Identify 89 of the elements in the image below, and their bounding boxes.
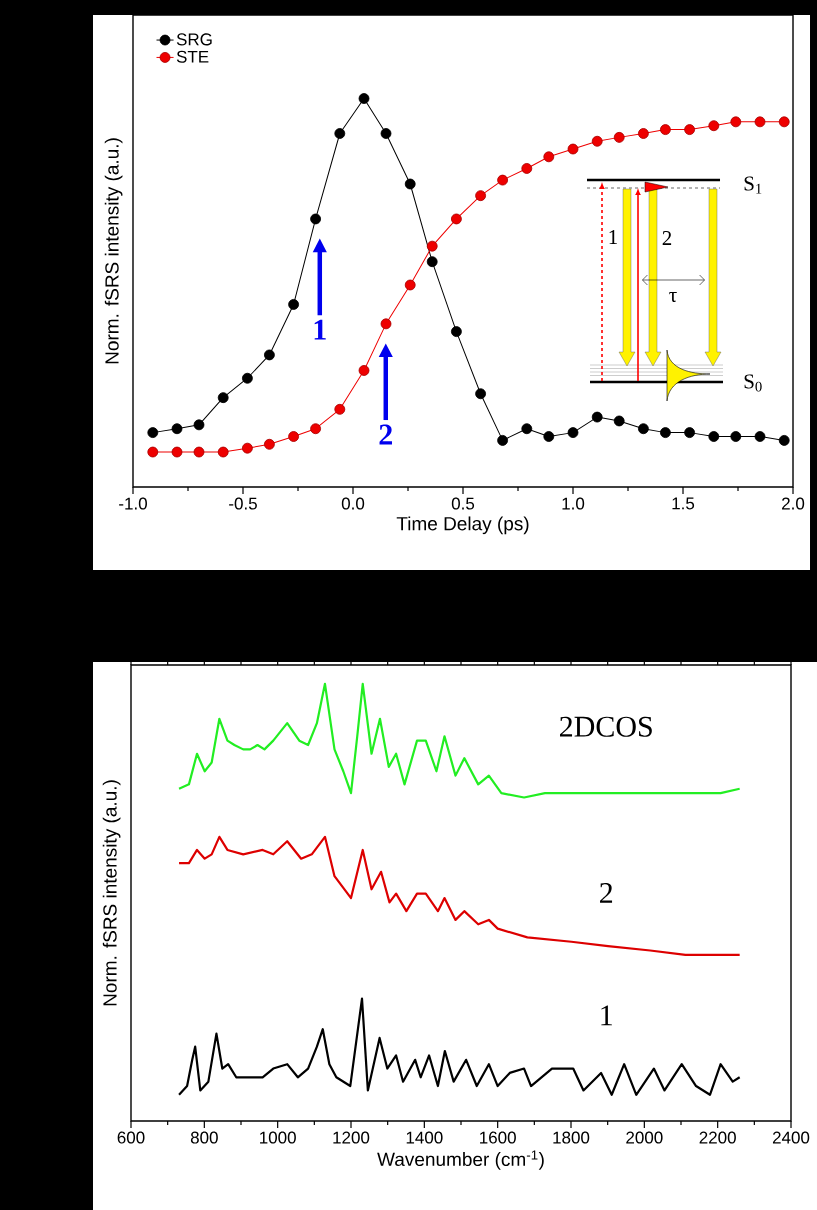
point	[754, 116, 766, 128]
point	[660, 124, 671, 136]
point	[288, 299, 299, 310]
x-tick-label: 2200	[699, 1131, 736, 1144]
point	[426, 240, 438, 252]
x-tick-label: 1400	[406, 1131, 443, 1144]
point	[475, 388, 486, 400]
x-tick-label: 2400	[772, 1131, 810, 1144]
series-label: 1	[601, 1005, 612, 1026]
point	[217, 392, 229, 404]
point	[660, 427, 671, 439]
annotation: 1	[609, 230, 617, 244]
point	[242, 372, 253, 384]
x-axis-title: Wavenumber (cm$^{-1}$)	[377, 1150, 544, 1170]
annotation: 2	[379, 424, 392, 445]
point	[171, 423, 183, 435]
x-tick-label: 1800	[553, 1131, 590, 1144]
x-tick-label: 0.0	[341, 497, 365, 510]
point	[451, 213, 462, 225]
point	[497, 434, 508, 446]
point	[288, 431, 299, 442]
point	[567, 143, 579, 155]
point	[638, 423, 649, 435]
x-tick-label: 800	[190, 1131, 218, 1144]
annotation: S$_{0}$	[744, 374, 762, 392]
point	[310, 213, 321, 225]
point	[217, 446, 229, 458]
point	[193, 419, 205, 431]
point	[358, 365, 370, 376]
point	[310, 423, 321, 435]
x-tick-label: 1.5	[672, 497, 695, 510]
legend-label: SRG	[176, 33, 212, 46]
x-tick-label: -1.0	[119, 497, 147, 510]
point	[778, 434, 790, 446]
point	[334, 128, 346, 139]
point	[567, 427, 579, 439]
x-tick-label: 2000	[626, 1131, 663, 1144]
point	[684, 124, 695, 136]
legend-label: STE	[176, 50, 209, 63]
x-tick-label: 1200	[333, 1131, 370, 1144]
series-label: 2	[600, 882, 613, 903]
point	[543, 431, 555, 442]
y-axis-title: Norm. fSRS intensity (a.u.)	[104, 138, 123, 364]
point	[613, 415, 625, 427]
point	[147, 446, 159, 458]
point	[264, 438, 275, 450]
point	[426, 256, 438, 268]
point	[543, 151, 555, 163]
point	[638, 128, 649, 139]
point	[730, 431, 742, 442]
point	[708, 120, 720, 132]
point	[404, 279, 416, 291]
x-tick-label: 1.0	[562, 497, 585, 510]
point	[404, 178, 416, 190]
point	[497, 174, 508, 186]
x-tick-label: 1600	[480, 1131, 516, 1144]
point	[171, 446, 183, 458]
x-tick-label: 1000	[260, 1131, 296, 1144]
annotation: 1	[314, 319, 326, 340]
y-axis-title: Norm. fSRS intensity (a.u.)	[102, 780, 121, 1006]
point	[380, 318, 392, 330]
point	[358, 93, 370, 104]
point	[708, 431, 720, 442]
point	[334, 403, 346, 415]
point	[778, 116, 790, 128]
point	[147, 427, 159, 439]
series-label: 2DCOS	[560, 716, 652, 737]
x-axis-title: Time Delay (ps)	[396, 516, 529, 535]
point	[451, 326, 462, 338]
annotation: S$_{1}$	[744, 176, 762, 194]
point	[475, 190, 486, 202]
point	[264, 349, 275, 361]
annotation: τ	[669, 292, 677, 302]
x-tick-label: -0.5	[229, 497, 257, 510]
point	[242, 442, 253, 454]
point	[380, 128, 392, 139]
point	[591, 135, 603, 147]
point	[613, 131, 625, 143]
point	[521, 163, 533, 174]
point	[591, 411, 603, 423]
x-tick-label: 0.5	[451, 497, 475, 510]
x-tick-label: 2.0	[782, 497, 805, 510]
point	[754, 431, 766, 442]
point	[521, 423, 533, 435]
x-tick-label: 600	[117, 1131, 145, 1144]
point	[193, 446, 205, 458]
point	[684, 427, 695, 439]
point	[730, 116, 742, 128]
annotation: 2	[662, 231, 672, 245]
